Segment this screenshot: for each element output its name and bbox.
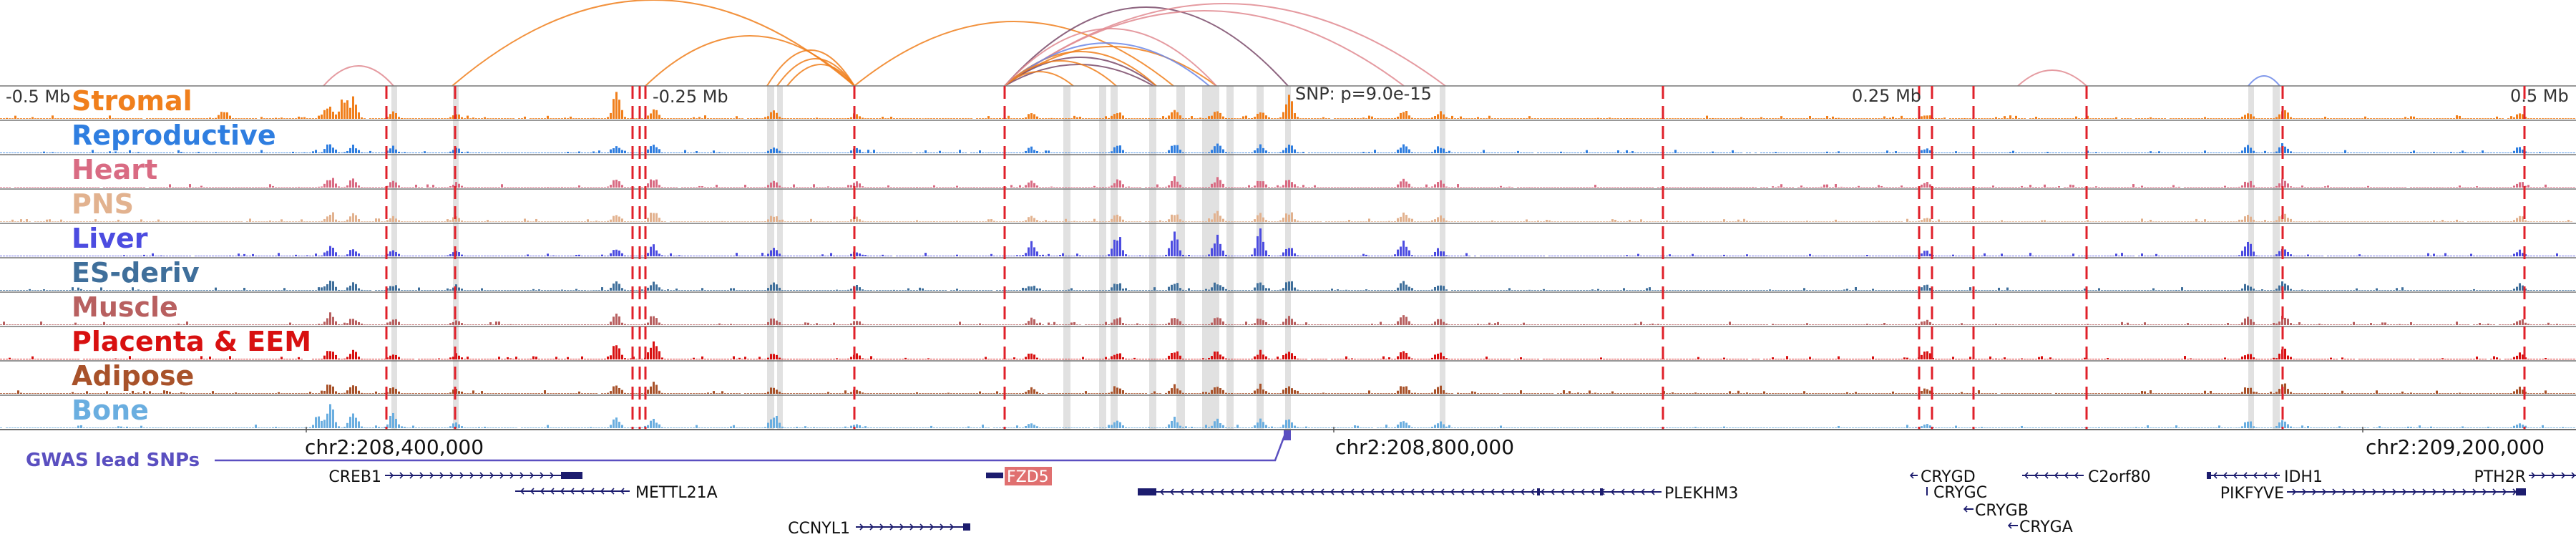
loop-arc: [776, 58, 855, 87]
track-label: Stromal: [72, 85, 192, 117]
gene-label-fzd5: FZD5: [1007, 468, 1049, 486]
track-label: PNS: [72, 188, 134, 220]
gene-label-crygb: CRYGB: [1975, 502, 2029, 520]
gene-idh1[interactable]: IDH1: [2207, 468, 2323, 486]
coordinate-label-1: chr2:208,400,000: [305, 435, 484, 459]
loop-arc: [1004, 64, 1154, 87]
gene-label-c2orf80: C2orf80: [2088, 468, 2151, 486]
loop-arc: [452, 0, 855, 87]
track-signal: [0, 211, 2572, 222]
gene-label-creb1: CREB1: [328, 468, 381, 486]
coordinate-label-2: chr2:208,800,000: [1335, 435, 1514, 459]
gene-label-idh1: IDH1: [2284, 468, 2323, 486]
track-signal: [0, 228, 2575, 256]
coordinate-ruler: chr2:208,400,000 chr2:208,800,000 chr2:2…: [0, 427, 2576, 459]
gene-label-crygc: CRYGC: [1933, 484, 1987, 502]
track-signal: [0, 312, 2575, 325]
coordinate-label-3: chr2:209,200,000: [2366, 435, 2545, 459]
track-label: Liver: [72, 223, 148, 254]
track-label: Bone: [72, 395, 149, 426]
gene-plekhm3[interactable]: PLEKHM3: [1138, 485, 1738, 503]
gene-label-cryga: CRYGA: [2019, 518, 2073, 536]
loop-arc: [1004, 57, 1157, 87]
loop-arc: [2017, 69, 2087, 87]
gene-crygb[interactable]: CRYGB: [1963, 502, 2029, 520]
gene-label-pth2r: PTH2R: [2474, 468, 2526, 486]
gene-label-ccnyl1: CCNYL1: [788, 520, 850, 537]
loop-arc: [1004, 42, 1210, 87]
distance-mark-plus-05: 0.5 Mb: [2510, 86, 2569, 106]
track-signal: [0, 341, 2575, 359]
gene-pth2r[interactable]: PTH2R: [2474, 468, 2576, 486]
gene-crygd[interactable]: CRYGD: [1909, 468, 1976, 486]
track-signal: [0, 176, 2575, 188]
loop-arc: [1004, 10, 1405, 87]
track-label: Reproductive: [72, 120, 276, 151]
fzd5-highlight-box: [1005, 467, 1052, 485]
gwas-track: GWAS lead SNPs: [26, 430, 1291, 471]
gene-label-crygd: CRYGD: [1921, 468, 1976, 486]
gene-c2orf80[interactable]: C2orf80: [2022, 468, 2151, 486]
loop-arc: [1004, 28, 1217, 87]
loop-arc: [786, 64, 855, 87]
gene-fzd5[interactable]: FZD5: [986, 467, 1052, 486]
loop-arc: [854, 21, 1174, 87]
signal-tracks: [0, 85, 2576, 430]
track-labels: StromalReproductiveHeartPNSLiverES-deriv…: [72, 85, 311, 426]
highlight-lines-red: [385, 86, 2526, 430]
track-label: Placenta & EEM: [72, 326, 311, 357]
track-signal: [0, 404, 2575, 428]
distance-mark-minus-05: -0.5 Mb: [6, 87, 70, 107]
gene-pikfyve[interactable]: PIKFYVE: [2220, 485, 2526, 503]
track-signal: [0, 92, 2575, 119]
gene-mettl21a[interactable]: METTL21A: [515, 484, 718, 502]
track-label: Adipose: [72, 360, 194, 392]
loop-arcs: [323, 0, 2280, 87]
snp-label: SNP: p=9.0e-15: [1295, 84, 1432, 104]
loop-arc: [323, 65, 394, 87]
gene-label-mettl21a: METTL21A: [635, 484, 718, 502]
gwas-snp-marker[interactable]: [1284, 430, 1291, 440]
gene-creb1[interactable]: CREB1: [328, 468, 582, 486]
gwas-label: GWAS lead SNPs: [26, 450, 200, 471]
loop-arc: [766, 49, 855, 87]
gene-cryga[interactable]: CRYGA: [2007, 518, 2073, 536]
loop-arc: [645, 35, 855, 87]
gene-ccnyl1[interactable]: CCNYL1: [788, 520, 970, 537]
gene-label-plekhm3: PLEKHM3: [1664, 485, 1738, 503]
gene-crygc[interactable]: CRYGC: [1926, 484, 1987, 502]
loop-arc: [1004, 60, 1117, 87]
track-signal: [0, 142, 2575, 153]
track-label: Heart: [72, 154, 157, 185]
distance-mark-minus-025: -0.25 Mb: [653, 87, 728, 107]
gwas-connector-line: [215, 433, 1287, 462]
loop-arc: [1004, 6, 1289, 87]
loop-arc: [1004, 71, 1074, 87]
gene-label-pikfyve: PIKFYVE: [2220, 485, 2284, 503]
loop-arc: [2248, 75, 2280, 87]
distance-mark-plus-025: 0.25 Mb: [1852, 86, 1921, 106]
track-label: ES-deriv: [72, 257, 200, 289]
track-signal: [0, 281, 2575, 291]
gene-track: CREB1 METTL21A CCNYL1 FZD5 PLEKH: [328, 467, 2576, 537]
track-label: Muscle: [72, 291, 178, 323]
